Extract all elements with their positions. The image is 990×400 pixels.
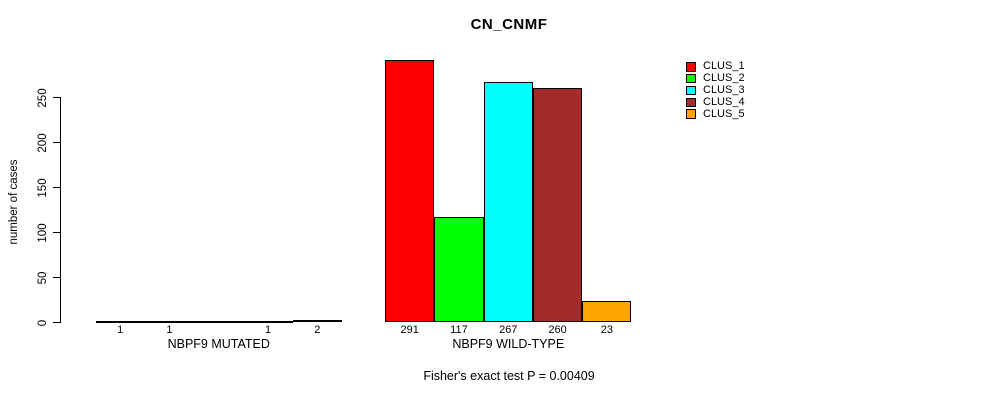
bar-value-label: 260 xyxy=(548,324,567,336)
y-axis-tick-label: 150 xyxy=(37,177,49,198)
y-axis-tick-label: 0 xyxy=(37,319,49,326)
y-axis-tick-label: 200 xyxy=(37,132,49,153)
y-axis-tick xyxy=(53,187,60,189)
footnote-fisher-test: Fisher's exact test P = 0.00409 xyxy=(423,369,595,383)
y-axis-tick-label: 100 xyxy=(37,222,49,243)
legend-item: CLUS_1 xyxy=(686,61,745,73)
legend-color-swatch xyxy=(686,62,696,72)
bar xyxy=(194,320,244,323)
legend-item: CLUS_5 xyxy=(686,108,745,120)
y-axis-tick xyxy=(53,142,60,144)
bar xyxy=(483,81,533,322)
bar-value-label: 23 xyxy=(600,324,613,336)
bar-value-label: 1 xyxy=(117,324,124,336)
bar-value-label: 117 xyxy=(450,324,468,336)
legend-label: CLUS_3 xyxy=(703,83,745,96)
bar-value-label: 291 xyxy=(400,324,419,336)
y-axis-tick xyxy=(53,322,60,324)
legend-label: CLUS_1 xyxy=(703,60,745,73)
legend-label: CLUS_4 xyxy=(703,95,745,108)
bar xyxy=(385,60,435,322)
legend-color-swatch xyxy=(686,85,696,96)
bar xyxy=(582,301,632,322)
bar xyxy=(292,320,342,323)
chart-title: CN_CNMF xyxy=(470,16,548,33)
bar-value-label: 1 xyxy=(264,324,272,336)
bar xyxy=(144,320,195,323)
bar xyxy=(434,216,484,322)
bar xyxy=(95,320,145,323)
y-axis-tick xyxy=(53,277,60,279)
legend-item: CLUS_4 xyxy=(686,96,745,108)
y-axis-tick xyxy=(53,232,60,234)
x-group-label: NBPF9 WILD-TYPE xyxy=(452,337,565,351)
y-axis-line xyxy=(60,97,62,323)
bar-value-label: 2 xyxy=(314,324,321,336)
legend-color-swatch xyxy=(686,109,696,119)
x-group-label: NBPF9 MUTATED xyxy=(167,337,270,351)
bar-value-label: 1 xyxy=(166,324,173,336)
bar xyxy=(243,320,293,323)
y-axis-tick-label: 50 xyxy=(37,271,49,284)
legend-item: CLUS_3 xyxy=(686,83,745,97)
bar xyxy=(532,88,583,322)
legend-label: CLUS_2 xyxy=(703,72,745,85)
y-axis-label: number of cases xyxy=(8,159,20,245)
legend-color-swatch xyxy=(686,73,696,84)
legend: CLUS_1 CLUS_2 CLUS_3 CLUS_4 CLUS_5 xyxy=(686,61,745,120)
legend-item: CLUS_2 xyxy=(686,73,745,85)
legend-label: CLUS_5 xyxy=(703,107,745,120)
y-axis-tick xyxy=(53,97,60,99)
legend-color-swatch xyxy=(686,97,696,108)
y-axis-tick-label: 250 xyxy=(37,87,49,108)
bar-value-label: 267 xyxy=(499,324,518,336)
